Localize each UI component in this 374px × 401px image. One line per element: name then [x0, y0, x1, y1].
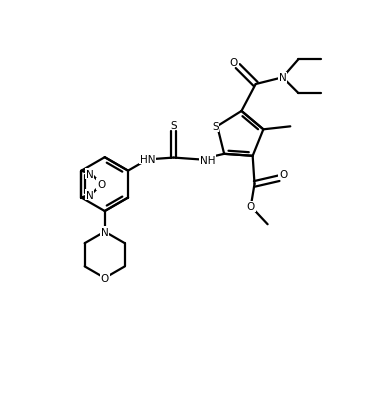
Text: NH: NH — [200, 156, 215, 166]
Text: N: N — [101, 227, 108, 237]
Text: O: O — [97, 180, 105, 190]
Text: S: S — [171, 120, 177, 130]
Text: O: O — [247, 202, 255, 212]
Text: O: O — [230, 57, 238, 67]
Text: N: N — [86, 169, 93, 179]
Text: O: O — [101, 273, 109, 283]
Text: HN: HN — [140, 154, 156, 164]
Text: O: O — [279, 169, 288, 179]
Text: S: S — [212, 122, 219, 132]
Text: N: N — [279, 73, 286, 83]
Text: N: N — [86, 190, 93, 200]
